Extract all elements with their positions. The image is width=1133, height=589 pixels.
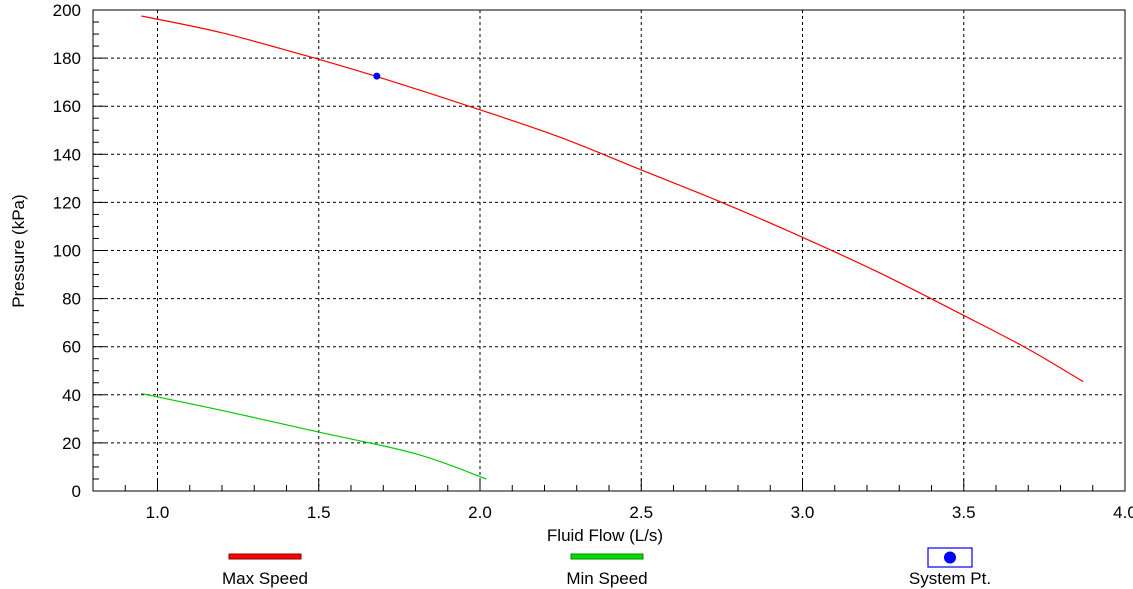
major-ticks <box>93 9 1126 492</box>
series-layer <box>141 15 1084 480</box>
x-axis-title: Fluid Flow (L/s) <box>547 526 663 545</box>
y-tick-label: 80 <box>62 290 81 309</box>
legend-label-min-speed: Min Speed <box>566 569 647 588</box>
legend-label-max-speed: Max Speed <box>222 569 308 588</box>
legend-swatch-max-speed <box>228 553 302 560</box>
y-tick-label: 100 <box>53 242 81 261</box>
y-tick-label: 160 <box>53 97 81 116</box>
x-tick-label: 2.5 <box>629 503 653 522</box>
x-tick-label: 1.5 <box>307 503 331 522</box>
legend-swatch-min-speed <box>570 553 644 560</box>
x-tick-label: 3.5 <box>952 503 976 522</box>
y-tick-label: 60 <box>62 338 81 357</box>
legend-item-system-pt: System Pt. <box>909 547 991 588</box>
legend-label-system-pt: System Pt. <box>909 569 991 588</box>
series-line-min-speed <box>141 393 487 480</box>
series-line-max-speed <box>141 15 1084 383</box>
grid-lines <box>93 10 1125 491</box>
y-tick-label: 140 <box>53 145 81 164</box>
y-tick-label: 200 <box>53 1 81 20</box>
legend: Max Speed Min Speed System Pt. <box>222 547 991 588</box>
legend-item-max-speed: Max Speed <box>222 553 308 588</box>
y-tick-label: 180 <box>53 49 81 68</box>
legend-swatch-dot-system-pt <box>944 551 956 564</box>
y-tick-label: 20 <box>62 434 81 453</box>
minor-ticks <box>92 21 1094 491</box>
y-tick-label: 0 <box>72 482 81 501</box>
y-tick-label: 120 <box>53 193 81 212</box>
x-tick-label: 1.0 <box>146 503 170 522</box>
x-tick-label: 2.0 <box>468 503 492 522</box>
x-tick-label: 3.0 <box>791 503 815 522</box>
x-tick-labels: 1.0 1.5 2.0 2.5 3.0 3.5 4.0 <box>146 503 1133 522</box>
point-system-pt <box>373 72 381 80</box>
y-tick-labels: 0 20 40 60 80 100 120 140 160 180 200 <box>53 1 81 501</box>
x-tick-label: 4.0 <box>1113 503 1133 522</box>
legend-item-min-speed: Min Speed <box>566 553 648 588</box>
y-axis-title: Pressure (kPa) <box>9 194 28 307</box>
y-tick-label: 40 <box>62 386 81 405</box>
